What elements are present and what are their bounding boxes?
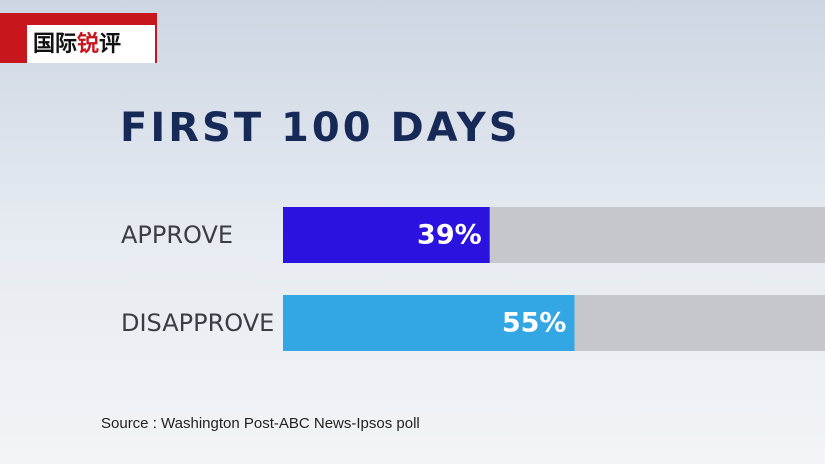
logo-part: 锐: [77, 31, 99, 57]
chart-title: FIRST 100 DAYS: [120, 105, 521, 151]
logo: 国际锐评: [0, 13, 157, 63]
value-label: 39%: [417, 220, 482, 251]
logo-part: 国际: [33, 32, 77, 57]
logo-text: 国际锐评: [33, 31, 121, 57]
bar: [283, 295, 575, 351]
value-label: 55%: [502, 308, 567, 339]
category-label: APPROVE: [121, 221, 233, 249]
bar: [283, 207, 490, 263]
category-label: DISAPPROVE: [121, 309, 274, 337]
source-note: Source : Washington Post-ABC News-Ipsos …: [101, 415, 420, 432]
logo-part: 评: [99, 32, 121, 57]
logo-box: [27, 25, 155, 63]
